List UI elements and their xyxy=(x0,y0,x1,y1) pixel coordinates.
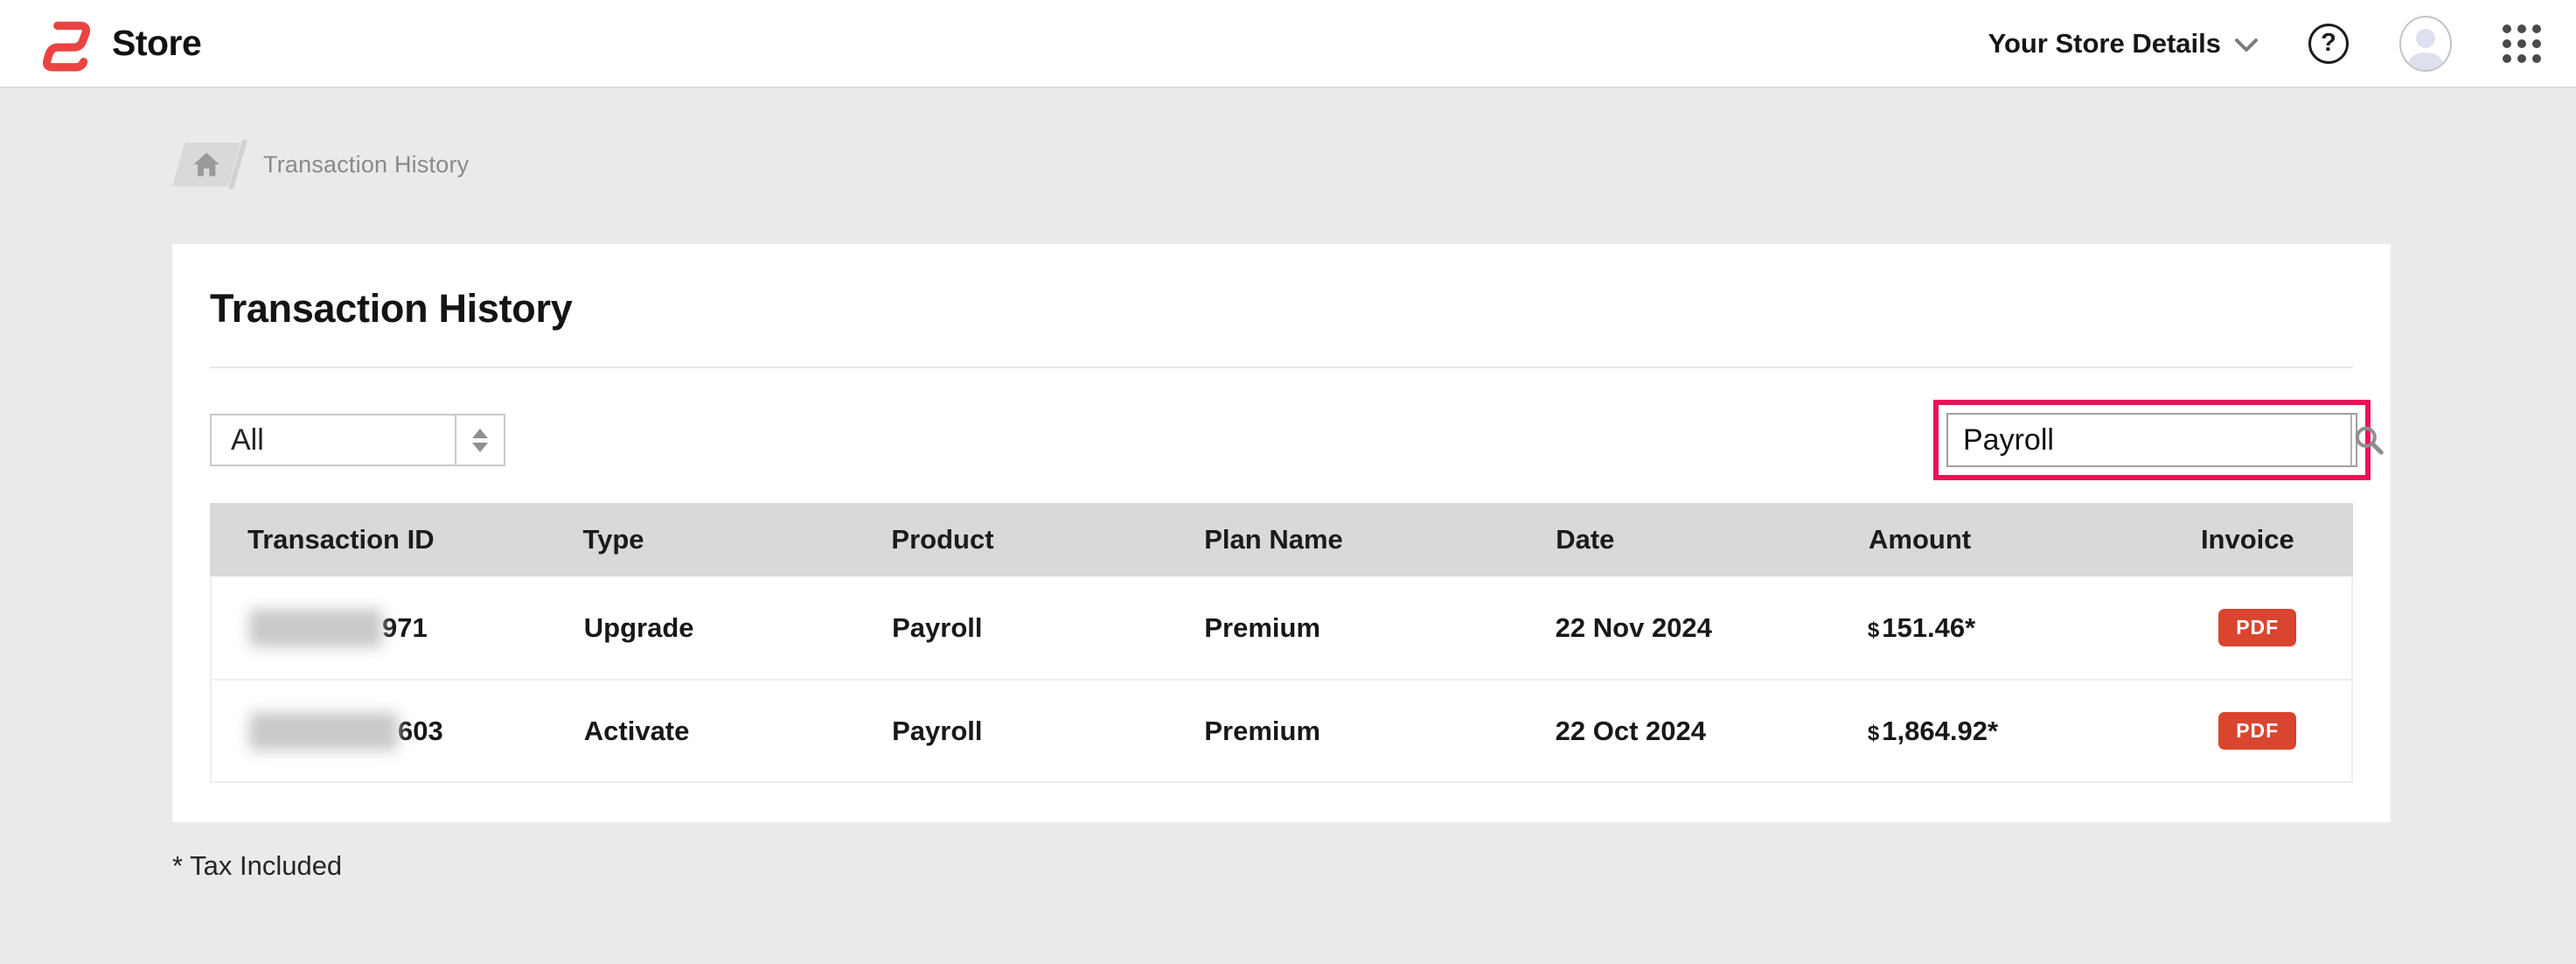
cell-invoice: PDF xyxy=(2199,609,2351,646)
currency-symbol: $ xyxy=(1867,618,1880,642)
cell-product: Payroll xyxy=(892,611,983,643)
breadcrumb-home[interactable] xyxy=(172,143,241,186)
amount-value: 151.46* xyxy=(1882,611,1976,643)
amount-value: 1,864.92* xyxy=(1882,715,1999,746)
top-bar: Store Your Store Details ? xyxy=(0,0,2576,88)
col-header-transaction-id: Transaction ID xyxy=(247,524,435,555)
table-controls: All xyxy=(210,400,2384,480)
table-body: 971 Upgrade Payroll Premium 22 Nov 2024 … xyxy=(210,576,2353,783)
spinner-down-icon xyxy=(472,442,488,452)
search-highlight-annotation xyxy=(1933,400,2384,480)
store-details-label: Your Store Details xyxy=(1988,27,2221,59)
id-visible-digits: 971 xyxy=(382,611,428,643)
cell-date: 22 Nov 2024 xyxy=(1555,611,1712,643)
brand[interactable]: Store xyxy=(37,15,202,73)
filter-spinner[interactable] xyxy=(455,416,504,465)
apps-grid-icon[interactable] xyxy=(2503,24,2541,63)
col-header-type: Type xyxy=(582,524,644,555)
store-details-dropdown[interactable]: Your Store Details xyxy=(1988,28,2258,59)
cell-plan: Premium xyxy=(1204,715,1321,746)
filter-select[interactable]: All xyxy=(210,414,505,466)
cell-date: 22 Oct 2024 xyxy=(1555,715,1707,746)
table-header-row: Transaction ID Type Product Plan Name Da… xyxy=(210,503,2353,576)
currency-symbol: $ xyxy=(1867,721,1880,745)
breadcrumb: Transaction History xyxy=(172,140,2576,189)
filter-selected-value: All xyxy=(231,423,264,457)
cell-transaction-id: 603 xyxy=(212,711,584,751)
store-logo-icon xyxy=(42,21,91,71)
breadcrumb-current: Transaction History xyxy=(263,150,470,178)
cell-type: Upgrade xyxy=(583,611,694,643)
col-header-date: Date xyxy=(1556,524,1615,555)
cell-plan: Premium xyxy=(1204,611,1321,643)
redacted-id-blur xyxy=(249,608,382,647)
cell-type: Activate xyxy=(583,715,690,746)
cell-amount: $1,864.92* xyxy=(1868,716,2199,747)
search-box xyxy=(1946,413,2384,467)
search-button[interactable] xyxy=(2350,415,2385,465)
title-divider xyxy=(210,367,2353,368)
table-row: 971 Upgrade Payroll Premium 22 Nov 2024 … xyxy=(212,576,2351,679)
help-icon: ? xyxy=(2321,29,2336,57)
cell-invoice: PDF xyxy=(2199,712,2351,750)
table-row: 603 Activate Payroll Premium 22 Oct 2024… xyxy=(212,679,2351,781)
cell-product: Payroll xyxy=(892,715,983,746)
brand-name: Store xyxy=(112,23,202,63)
col-header-plan-name: Plan Name xyxy=(1204,524,1343,555)
col-header-invoice: Invoice xyxy=(2200,524,2294,555)
col-header-product: Product xyxy=(891,524,994,555)
chevron-down-icon xyxy=(2235,38,2258,52)
pdf-download-button[interactable]: PDF xyxy=(2218,712,2297,750)
cell-transaction-id: 971 xyxy=(212,608,584,647)
pdf-download-button[interactable]: PDF xyxy=(2218,609,2297,646)
cell-amount: $151.46* xyxy=(1868,612,2199,644)
page-title: Transaction History xyxy=(210,286,573,331)
main-content: Transaction History Transaction History … xyxy=(0,140,2576,882)
id-visible-digits: 603 xyxy=(398,715,443,746)
transaction-history-card: Transaction History All xyxy=(172,244,2391,822)
search-icon xyxy=(2355,426,2384,455)
user-avatar[interactable] xyxy=(2399,15,2452,72)
col-header-amount: Amount xyxy=(1869,524,1972,555)
redacted-id-blur xyxy=(249,711,398,751)
topbar-actions: Your Store Details ? xyxy=(1988,15,2541,72)
help-button[interactable]: ? xyxy=(2308,23,2349,64)
search-input[interactable] xyxy=(1948,415,2350,465)
transactions-table: Transaction ID Type Product Plan Name Da… xyxy=(210,503,2353,783)
spinner-up-icon xyxy=(472,428,488,438)
person-icon xyxy=(2406,28,2445,70)
home-icon xyxy=(193,152,219,177)
tax-footnote: * Tax Included xyxy=(172,850,343,881)
